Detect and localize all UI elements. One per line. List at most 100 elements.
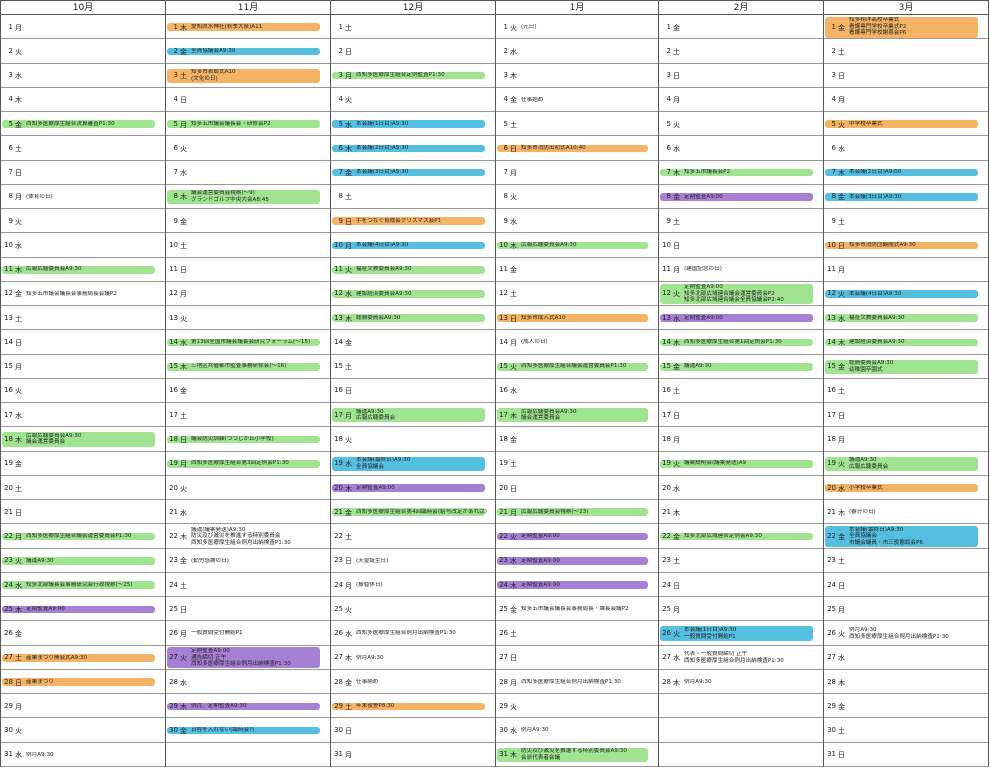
day-number: 7 (666, 168, 671, 177)
day-number: 8 (8, 192, 13, 201)
day-number: 12 (169, 289, 178, 298)
day-number: 31 (827, 750, 836, 759)
event-text: 知多北部広域連合定例会A9:30 (684, 533, 762, 540)
highlight-marker (332, 217, 485, 225)
day-number: 15 (662, 362, 671, 371)
weekday: 月 (510, 338, 517, 347)
weekday: 火 (510, 533, 517, 542)
day-row: 12 水建設経済委員会A9:30 (331, 282, 495, 307)
day-row: 13 水福祉文教委員会A9:30 (824, 306, 988, 331)
day-row: 18 月 (824, 427, 988, 452)
weekday: 水 (838, 144, 845, 153)
event-text: (成人の日) (521, 339, 548, 346)
day-number: 14 (827, 337, 836, 346)
day-row (659, 718, 823, 743)
month-column: 12月 1 土 2 日 3 月西知多医療厚生組合定例監査P1:30 4 火 5 水本会議(1日目)A… (331, 1, 496, 767)
event-text: 総務委員会A9:30 (356, 314, 401, 321)
day-number: 18 (334, 435, 343, 443)
event-text: 定期監査A9:00 (356, 484, 395, 491)
day-row: 15 木三地区共催都市監査事務研修会(〜16) (166, 355, 330, 379)
weekday: 金 (838, 363, 845, 372)
month-header: 11月 (166, 1, 330, 15)
highlight-marker (825, 314, 978, 323)
weekday: 木 (180, 193, 187, 202)
event-text: 広報広聴委員会A9:30 議会運営委員会 (26, 432, 82, 446)
weekday: 金 (838, 23, 845, 32)
day-number: 9 (831, 216, 836, 225)
day-row: 14 木建設経済委員会A9:30 (824, 330, 988, 355)
weekday: 金 (180, 47, 187, 56)
event-text: 愛知県水神社(秋季大祭)A11 (191, 23, 263, 30)
day-number: 10 (662, 240, 671, 249)
day-row: 27 火定期監査A9:00 通告締切 正午 西知多医療厚生組合例月出納検査P1:3… (166, 646, 330, 670)
weekday: 土 (838, 557, 845, 566)
event-text: 建設経済委員会A9:30 (356, 290, 412, 297)
weekday: 土 (673, 47, 680, 56)
day-row: 13 日知多市成人式A10 (496, 306, 658, 331)
weekday: 金 (15, 630, 22, 639)
day-row: 12 金知多五市議会議長会事務局長会議P2 (1, 282, 165, 307)
day-row: 5 金西知多医療厚生組合決算審査P1:30 (1, 112, 165, 137)
event-text: 例月A9:30 (356, 654, 384, 661)
day-number: 25 (334, 604, 343, 613)
day-number: 13 (334, 313, 343, 322)
day-number: 17 (827, 410, 836, 419)
highlight-marker (2, 532, 155, 541)
day-number: 14 (662, 337, 671, 346)
day-number: 21 (662, 507, 671, 516)
weekday: 日 (345, 557, 352, 566)
event-text: 知多翔洋高校卒業式 看護専門学校卒業式P2 看護専門学校謝恩会P6 (849, 17, 907, 37)
weekday: 金 (510, 436, 517, 444)
weekday: 金 (673, 193, 680, 202)
highlight-marker (825, 338, 978, 347)
day-row: 31 木防災及び減災を推進する特別委員会A9:30 会派代表者会議 (496, 743, 658, 767)
weekday: 水 (510, 387, 517, 396)
weekday: 月 (180, 460, 187, 469)
event-text: 手をつなぐ育成会クリスマス会P1 (356, 217, 442, 224)
weekday: 火 (345, 605, 352, 614)
day-row: 13 火 (166, 306, 330, 331)
weekday: 火 (838, 290, 845, 299)
weekday: 土 (345, 533, 352, 542)
weekday: 金 (838, 193, 845, 202)
day-number: 19 (169, 459, 178, 468)
day-number: 8 (666, 192, 671, 201)
day-number: 23 (169, 556, 178, 565)
weekday: 木 (510, 411, 517, 420)
day-number: 11 (4, 265, 13, 274)
day-row (166, 743, 330, 767)
day-number: 6 (666, 143, 671, 152)
highlight-marker (167, 702, 320, 711)
day-row: 30 日 (331, 718, 495, 743)
day-number: 29 (4, 701, 13, 710)
day-number: 30 (827, 726, 836, 735)
day-row: 22 火定期監査A9:00 (496, 524, 658, 549)
day-number: 23 (662, 556, 671, 565)
day-row: 26 金 (1, 621, 165, 646)
highlight-marker (332, 241, 485, 250)
weekday: 火 (180, 314, 187, 323)
weekday: 火 (15, 727, 22, 736)
day-number: 3 (666, 71, 671, 80)
weekday: 金 (345, 338, 352, 347)
event-text: 西知多医療厚生組合第1回定例会P1:30 (684, 339, 782, 346)
day-number: 11 (662, 265, 671, 274)
day-number: 19 (4, 459, 13, 468)
day-row: 4 金仕事始め (496, 88, 658, 113)
highlight-marker (167, 338, 320, 347)
day-row: 19 水本会議(最終日)A9:30 全員協議会 (331, 452, 495, 476)
weekday: 土 (180, 581, 187, 590)
day-row: 8 木議会運営委員会視察(〜9) グランドゴルフ中央大会A8:45 (166, 185, 330, 210)
day-row: 7 金本会議(3日目)A9:30 (331, 161, 495, 185)
day-number: 19 (827, 459, 836, 468)
day-number: 12 (827, 289, 836, 298)
day-row: 17 土 (166, 403, 330, 428)
